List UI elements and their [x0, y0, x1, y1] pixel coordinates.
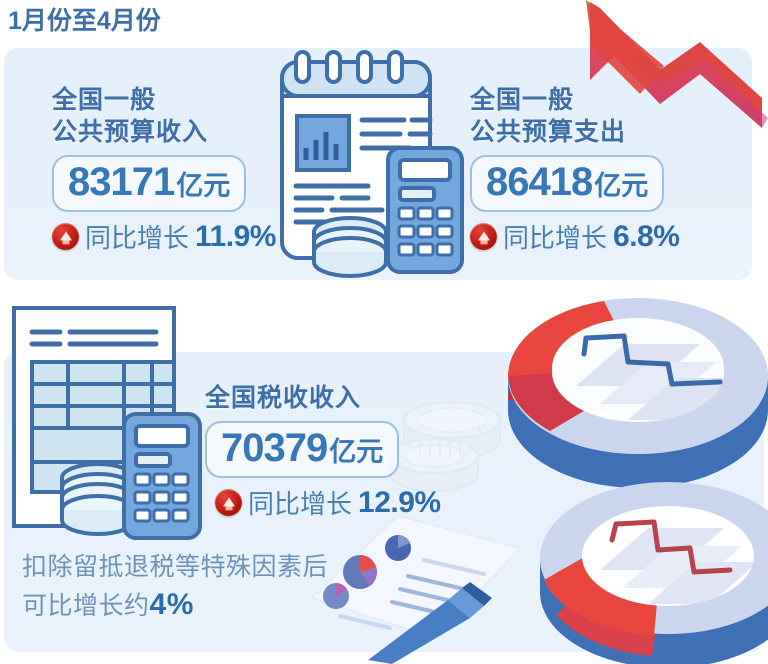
stat-heading: 全国一般 公共预算收入 — [52, 84, 276, 148]
stat-growth-label: 同比增长 — [85, 223, 190, 253]
stat-value-pill: 70379亿元 — [205, 421, 400, 478]
stat-growth: 同比增长 11.9% — [52, 218, 276, 255]
stat-growth-label: 同比增长 — [503, 223, 608, 253]
stat-growth-label: 同比增长 — [248, 489, 353, 519]
stat-heading-line1: 全国一般 — [470, 86, 575, 114]
stat-value: 86418 — [486, 160, 593, 204]
footnote-line2-prefix: 可比增长约 — [22, 592, 150, 620]
stat-heading-line1: 全国税收收入 — [205, 384, 362, 412]
stat-unit: 亿元 — [594, 171, 649, 201]
footnote-line2-value: 4% — [149, 588, 194, 621]
stat-unit: 亿元 — [176, 171, 231, 201]
stat-growth-value: 6.8% — [613, 219, 680, 253]
stat-value: 83171 — [68, 160, 175, 204]
footnote: 扣除留抵退税等特殊因素后 可比增长约4% — [22, 548, 382, 625]
stat-value: 70379 — [221, 426, 328, 470]
page-title: 1月份至4月份 — [8, 7, 161, 35]
stat-heading-line1: 全国一般 — [52, 86, 157, 114]
up-arrow-badge-icon — [215, 489, 242, 516]
up-arrow-badge-icon — [52, 223, 79, 250]
footnote-line1: 扣除留抵退税等特殊因素后 — [22, 553, 329, 581]
stat-growth-value: 11.9% — [195, 219, 276, 253]
stat-public-budget-revenue: 全国一般 公共预算收入 83171亿元 同比增长 11.9% — [52, 84, 276, 255]
stat-heading-line2: 公共预算支出 — [470, 118, 627, 146]
up-arrow-badge-icon — [470, 223, 497, 250]
stat-heading: 全国一般 公共预算支出 — [470, 84, 679, 148]
footnote-line2: 可比增长约4% — [22, 586, 382, 625]
stat-heading: 全国税收收入 — [205, 382, 441, 414]
stat-growth: 同比增长 6.8% — [470, 218, 680, 255]
stat-national-tax-revenue: 全国税收收入 70379亿元 同比增长 12.9% — [205, 382, 441, 521]
stat-value-pill: 86418亿元 — [470, 155, 665, 212]
stat-value-pill: 83171亿元 — [52, 155, 247, 212]
stat-public-budget-expenditure: 全国一般 公共预算支出 86418亿元 同比增长 6.8% — [470, 84, 680, 255]
stat-heading-line2: 公共预算收入 — [52, 118, 209, 146]
stat-unit: 亿元 — [329, 437, 384, 467]
stat-growth-value: 12.9% — [358, 485, 441, 519]
stat-growth: 同比增长 12.9% — [215, 484, 441, 521]
